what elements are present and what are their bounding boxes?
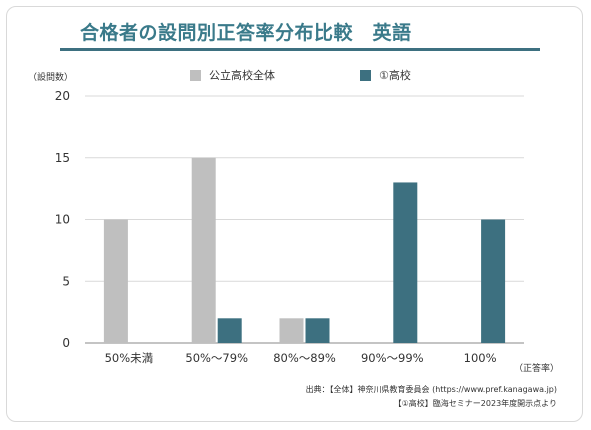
y-tick-label: 20 xyxy=(55,89,70,103)
bar-public-all xyxy=(103,219,128,343)
y-axis-label: （設問数） xyxy=(28,73,74,83)
bar-school-1 xyxy=(217,318,242,343)
source-line-2: 【①高校】臨海セミナー2023年度開示点より xyxy=(393,399,557,408)
x-tick-label: 50%～79% xyxy=(185,351,248,365)
x-tick-label: 100% xyxy=(464,351,497,365)
chart-frame xyxy=(6,6,583,422)
chart-title: 合格者の設問別正答率分布比較 英語 xyxy=(80,22,412,44)
y-tick-label: 5 xyxy=(62,274,70,288)
title-underline xyxy=(60,48,540,51)
bar-public-all xyxy=(279,318,304,343)
y-tick-label: 0 xyxy=(62,336,70,350)
source-line-1: 出典：【全体】神奈川県教育委員会 (https://www.pref.kanag… xyxy=(305,385,557,394)
x-tick-label: 90%～99% xyxy=(361,351,424,365)
x-tick-label: 50%未満 xyxy=(105,351,154,365)
legend-label-public-all: 公立高校全体 xyxy=(209,69,275,82)
x-tick-label: 80%～89% xyxy=(273,351,336,365)
legend-swatch-school-1 xyxy=(360,69,371,81)
y-tick-label: 15 xyxy=(55,151,70,165)
bar-school-1 xyxy=(305,318,330,343)
x-axis-label: （正答率） xyxy=(514,364,560,374)
legend-item-public-all: 公立高校全体 xyxy=(190,67,275,83)
bar-public-all xyxy=(191,157,216,343)
legend-swatch-public-all xyxy=(190,69,201,81)
legend-item-school-1: ①高校 xyxy=(360,67,411,83)
bar-school-1 xyxy=(481,219,506,343)
y-tick-label: 10 xyxy=(55,213,70,227)
bar-school-1 xyxy=(393,182,418,343)
legend-label-school-1: ①高校 xyxy=(379,69,411,82)
